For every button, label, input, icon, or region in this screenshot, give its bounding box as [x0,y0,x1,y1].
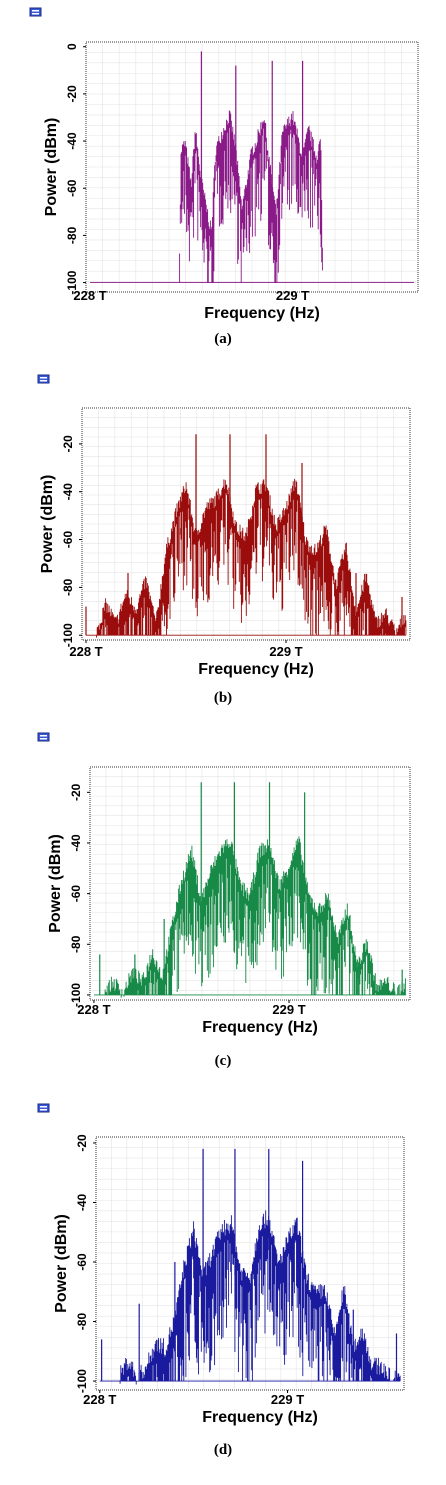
x-axis-label: Frequency (Hz) [198,661,314,678]
y-tick-label: -100 [65,270,79,294]
y-tick-label: -60 [61,531,75,549]
y-tick-label: 0 [65,43,79,50]
x-tick-label: 229 T [272,1002,305,1017]
y-tick-label: -100 [61,623,75,647]
y-tick-label: -60 [75,1253,89,1271]
x-tick-label: 228 T [73,288,106,303]
spectrum-trace [86,478,407,638]
x-tick-label: 228 T [69,644,102,659]
window-icon [37,732,50,742]
y-tick-label: -20 [61,435,75,453]
y-tick-label: -80 [65,226,79,244]
y-tick-label: -100 [75,1369,89,1393]
window-icon [37,374,50,384]
window-icon [37,1103,50,1113]
y-tick-label: -40 [61,483,75,501]
y-tick-label: -60 [69,885,83,903]
y-tick-label: -40 [65,132,79,150]
x-tick-label: 229 T [269,644,302,659]
y-tick-label: -80 [69,935,83,953]
y-tick-label: -40 [75,1193,89,1211]
y-tick-label: -20 [65,85,79,103]
y-tick-label: -20 [75,1134,89,1152]
y-tick-label: -100 [69,983,83,1007]
y-axis-label: Power (dBm) [53,1214,70,1313]
x-axis-label: Frequency (Hz) [202,1409,318,1426]
y-tick-label: -80 [75,1313,89,1331]
spectrum-trace [90,110,414,284]
y-axis-label: Power (dBm) [47,834,64,933]
panel-caption: (c) [214,1053,232,1069]
x-tick-label: 228 T [77,1002,110,1017]
window-icon [29,7,42,17]
panel-caption: (b) [213,690,233,706]
x-axis-label: Frequency (Hz) [202,1019,318,1036]
y-tick-label: -40 [69,834,83,852]
y-tick-label: -80 [61,578,75,596]
y-axis-label: Power (dBm) [39,475,56,574]
y-tick-label: -20 [69,783,83,801]
spectrum-trace [99,1210,401,1385]
y-tick-label: -60 [65,179,79,197]
x-tick-label: 229 T [271,1392,304,1407]
y-axis-label: Power (dBm) [43,118,60,217]
x-axis-label: Frequency (Hz) [204,305,320,322]
panel-caption: (d) [213,1442,233,1458]
x-tick-label: 229 T [276,288,309,303]
x-tick-label: 228 T [83,1392,116,1407]
panel-caption: (a) [214,331,232,347]
spectrum-trace [93,836,407,998]
